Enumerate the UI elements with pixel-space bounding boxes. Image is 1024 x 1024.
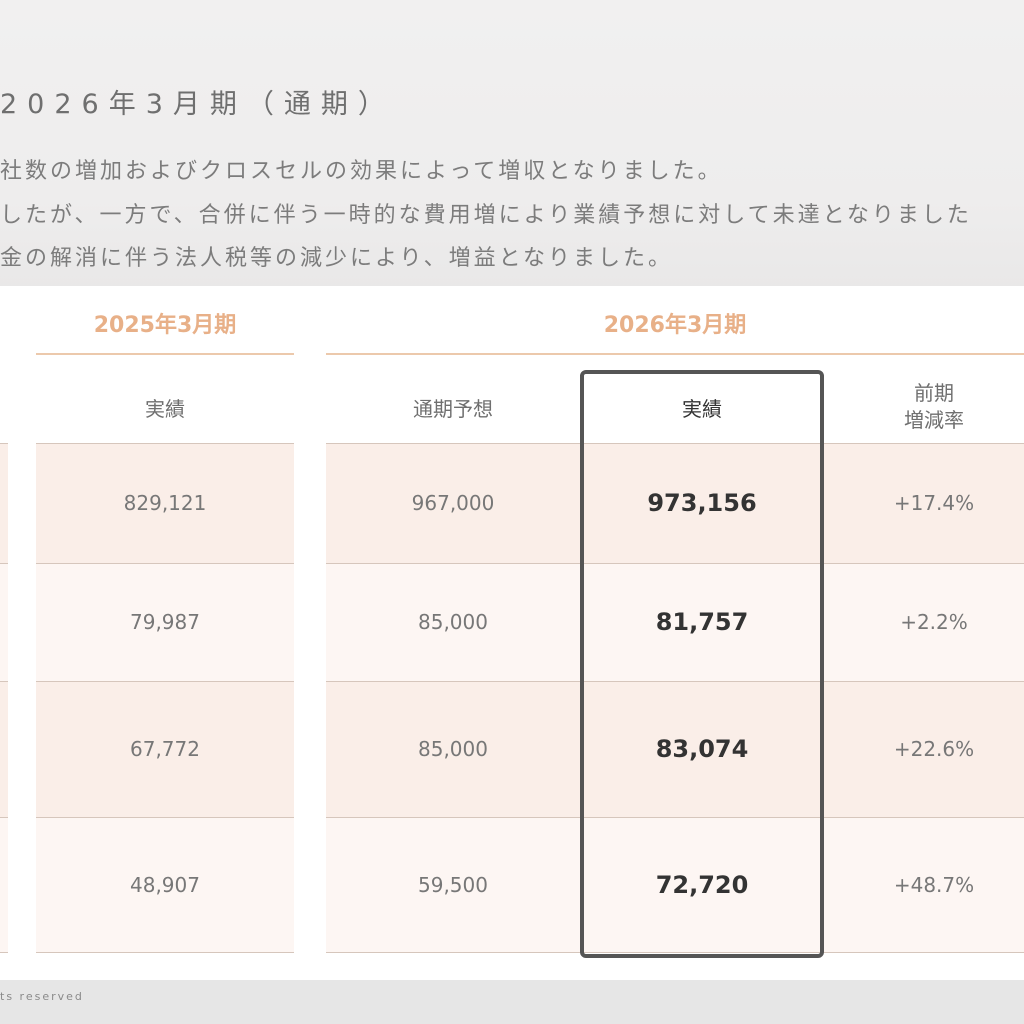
cell-change: +2.2% [900,610,968,634]
left-edge-cell [0,563,8,681]
cell-prev-actual: 79,987 [130,610,200,634]
col-header-prev-actual: 実績 [145,397,185,421]
row-divider [36,443,294,444]
row-divider [0,681,8,682]
summary-line-3: 金の解消に伴う法人税等の減少により、増益となりました。 [0,246,674,271]
col-header-change-line-2: 増減率 [904,408,964,432]
group-header-2026: 2026年3月期 [603,313,747,338]
left-edge-cell [0,443,8,563]
row-divider [36,681,294,682]
col-header-curr-actual: 実績 [682,397,722,421]
cell-forecast: 967,000 [411,491,495,515]
col-header-forecast: 通期予想 [413,397,493,421]
row-divider [0,952,8,953]
cell-change: +22.6% [893,737,975,761]
row-divider [36,952,294,953]
row-bg [36,563,294,681]
row-divider [326,443,1024,444]
cell-forecast: 85,000 [418,610,488,634]
row-divider [0,563,8,564]
row-divider [326,817,1024,818]
summary-line-2: したが、一方で、合併に伴う一時的な費用増により業績予想に対して未達となりました [0,203,972,228]
row-bg [326,563,1024,681]
cell-change: +48.7% [893,873,975,897]
cell-curr-actual: 81,757 [655,608,749,636]
copyright-footer: ts reserved [0,990,84,1003]
row-divider [326,563,1024,564]
cell-prev-actual: 67,772 [130,737,200,761]
cell-forecast: 59,500 [418,873,488,897]
left-edge-cell [0,817,8,953]
cell-change: +17.4% [893,491,975,515]
cell-forecast: 85,000 [418,737,488,761]
row-bg [326,681,1024,817]
cell-curr-actual: 973,156 [647,489,757,517]
row-bg [36,681,294,817]
cell-curr-actual: 72,720 [655,871,749,899]
row-divider [0,817,8,818]
group-header-2025: 2025年3月期 [93,313,237,338]
group-rule-2026 [326,353,1024,355]
row-divider [36,817,294,818]
cell-curr-actual: 83,074 [655,735,749,763]
row-bg [326,817,1024,953]
row-divider [0,443,8,444]
row-bg [36,443,294,563]
group-rule-2025 [36,353,294,355]
col-header-change-line-1: 前期 [914,381,954,405]
col-header-change: 前期 増減率 [824,380,1024,434]
row-bg [36,817,294,953]
row-bg [326,443,1024,563]
cell-prev-actual: 829,121 [123,491,207,515]
summary-line-1: 社数の増加およびクロスセルの効果によって増収となりました。 [0,159,723,184]
cell-prev-actual: 48,907 [130,873,200,897]
left-edge-cell [0,681,8,817]
page-title: 2026年3月期（通期） [0,89,395,120]
row-divider [36,563,294,564]
row-divider [326,952,1024,953]
row-divider [326,681,1024,682]
